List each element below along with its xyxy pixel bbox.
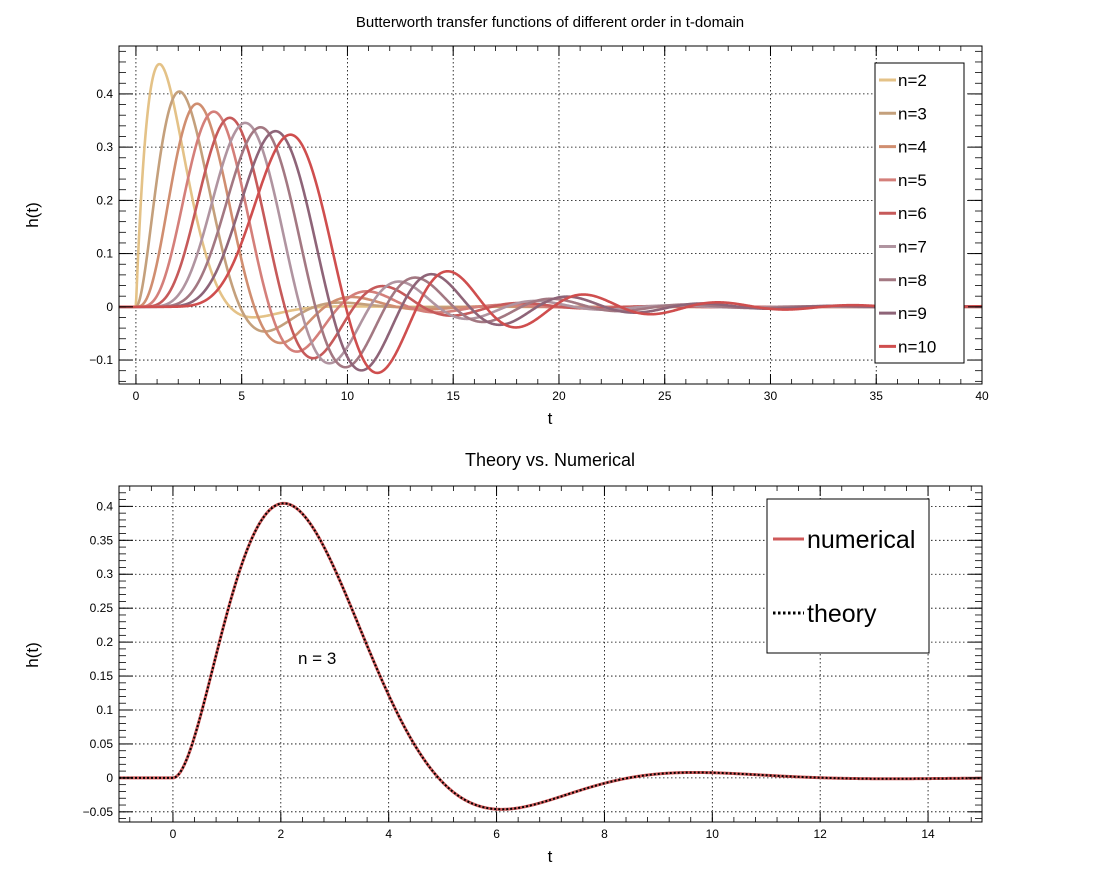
top-chart-x-label: t bbox=[548, 409, 553, 428]
bottom-chart-x-tick-label: 14 bbox=[921, 827, 935, 841]
legend-label-n-6: n=6 bbox=[898, 204, 927, 223]
bottom-chart-x-tick-label: 4 bbox=[385, 827, 392, 841]
bottom-chart-y-tick-label: 0.15 bbox=[90, 669, 114, 683]
legend-label-theory: theory bbox=[807, 600, 877, 628]
bottom-chart-y-tick-label: 0.1 bbox=[96, 703, 113, 717]
bottom-chart-x-tick-label: 6 bbox=[493, 827, 500, 841]
bottom-chart-y-label: h(t) bbox=[23, 642, 42, 668]
legend-label-numerical: numerical bbox=[807, 526, 915, 554]
top-chart-y-tick-label: 0.1 bbox=[96, 247, 113, 261]
bottom-chart-legend: numerical theory bbox=[766, 498, 930, 654]
bottom-chart-lines bbox=[119, 501, 982, 811]
top-chart-title: Butterworth transfer functions of differ… bbox=[356, 14, 744, 31]
bottom-chart-x-label: t bbox=[548, 847, 553, 866]
top-chart-y-tick-label: 0.4 bbox=[96, 87, 113, 101]
bottom-chart-y-tick-label: 0.2 bbox=[96, 635, 113, 649]
top-chart-x-tick-label: 20 bbox=[552, 389, 566, 403]
legend-label-n-8: n=8 bbox=[898, 271, 927, 290]
bottom-chart-y-tick-label: 0.35 bbox=[90, 533, 114, 547]
legend-label-n-10: n=10 bbox=[898, 337, 936, 356]
top-chart-x-tick-label: 40 bbox=[975, 389, 989, 403]
bottom-chart-y-tick-label: 0.3 bbox=[96, 567, 113, 581]
bottom-chart-x-tick-label: 12 bbox=[814, 827, 828, 841]
bottom-chart-title: Theory vs. Numerical bbox=[465, 450, 635, 470]
bottom-chart-annotation: n = 3 bbox=[298, 649, 336, 668]
top-chart-x-tick-label: 5 bbox=[238, 389, 245, 403]
top-chart-x-tick-label: 30 bbox=[764, 389, 778, 403]
bottom-chart-y-tick-label: 0 bbox=[106, 771, 113, 785]
legend-label-n-9: n=9 bbox=[898, 304, 927, 323]
top-chart-y-tick-label: 0 bbox=[106, 300, 113, 314]
bottom-chart-frame bbox=[118, 485, 983, 823]
top-chart-x-tick-label: 15 bbox=[447, 389, 461, 403]
bottom-chart-y-tick-label: −0.05 bbox=[83, 805, 114, 819]
legend-label-n-5: n=5 bbox=[898, 171, 927, 190]
top-chart-y-tick-label: −0.1 bbox=[89, 353, 113, 367]
bottom-chart: Theory vs. Numerical 0 2 4 6 8 10 12 14 −0.05 0 0.… bbox=[23, 450, 983, 866]
top-chart: Butterworth transfer functions of differ… bbox=[23, 14, 989, 428]
bottom-chart-x-tick-label: 8 bbox=[601, 827, 608, 841]
bottom-chart-y-tick-label: 0.4 bbox=[96, 499, 113, 513]
legend-label-n-7: n=7 bbox=[898, 238, 927, 257]
legend-label-n-2: n=2 bbox=[898, 71, 927, 90]
top-chart-y-tick-label: 0.2 bbox=[96, 193, 113, 207]
series-line-theory bbox=[119, 502, 982, 811]
bottom-chart-x-tick-label: 10 bbox=[706, 827, 720, 841]
top-chart-x-tick-label: 0 bbox=[133, 389, 140, 403]
legend-label-n-4: n=4 bbox=[898, 138, 927, 157]
series-line-n-10 bbox=[119, 133, 982, 375]
bottom-chart-ticks: 0 2 4 6 8 10 12 14 −0.05 0 0.05 0.1 0.15 0.2 0.25 0.3 0.… bbox=[83, 485, 982, 841]
top-chart-x-tick-label: 35 bbox=[870, 389, 884, 403]
top-chart-legend: n=2 n=3 n=4 n=5 n=6 n=7 n=8 n=9 n=10 bbox=[874, 62, 965, 364]
top-chart-x-tick-label: 25 bbox=[658, 389, 672, 403]
top-chart-lines bbox=[119, 62, 982, 375]
bottom-chart-y-tick-label: 0.25 bbox=[90, 601, 114, 615]
bottom-chart-legend-box bbox=[766, 498, 930, 654]
bottom-chart-x-tick-label: 0 bbox=[170, 827, 177, 841]
legend-label-n-3: n=3 bbox=[898, 104, 927, 123]
top-chart-ticks: 0 5 10 15 20 25 30 35 40 −0.1 0 0.1 0.2 0.3 0.4 bbox=[89, 46, 989, 403]
top-chart-y-tick-label: 0.3 bbox=[96, 140, 113, 154]
top-chart-frame bbox=[118, 45, 983, 385]
top-chart-x-tick-label: 10 bbox=[341, 389, 355, 403]
bottom-chart-y-tick-label: 0.05 bbox=[90, 737, 114, 751]
bottom-chart-x-tick-label: 2 bbox=[277, 827, 284, 841]
top-chart-y-label: h(t) bbox=[23, 202, 42, 228]
